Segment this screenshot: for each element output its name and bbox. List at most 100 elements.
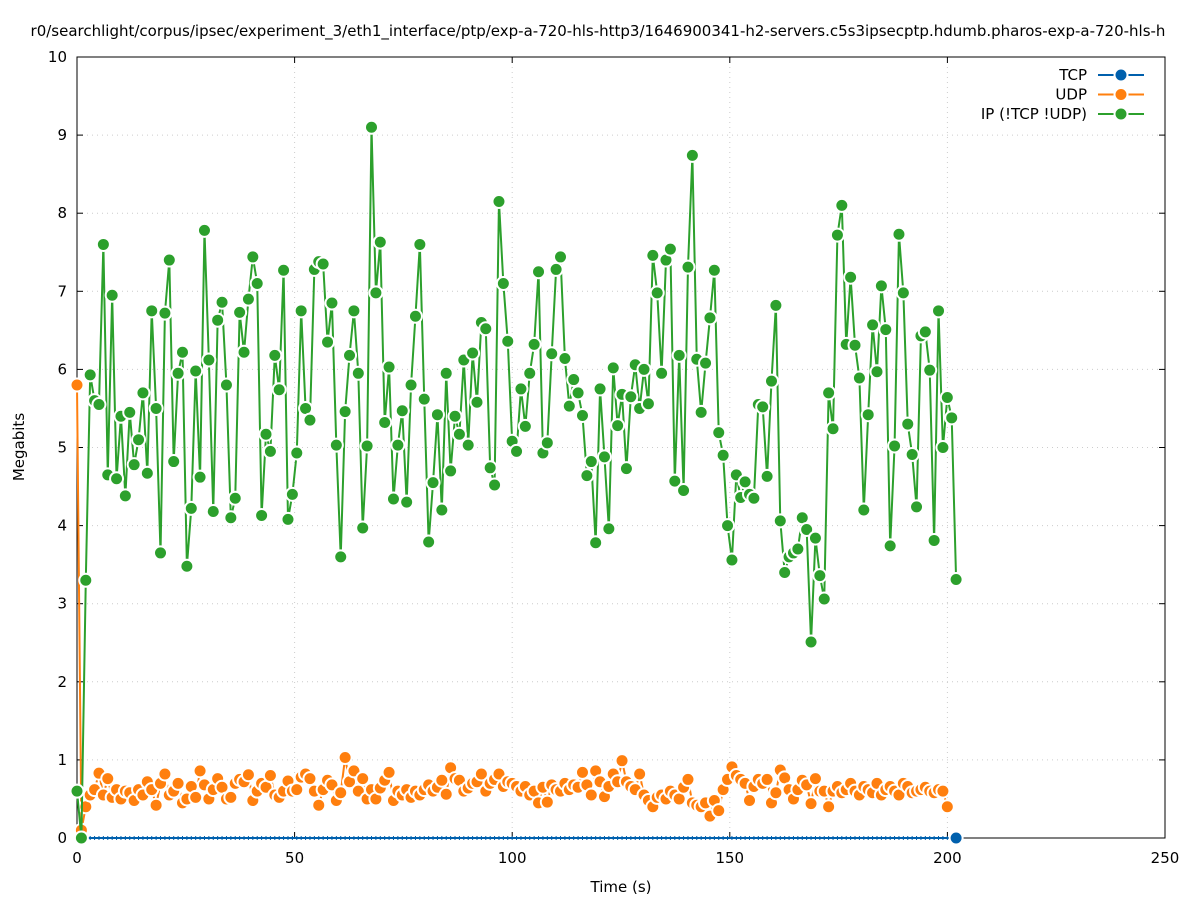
iptcpudp-point [711,425,727,441]
iptcpudp-point [807,530,823,546]
iptcpudp-point [544,346,560,362]
iptcpudp-point [904,447,920,463]
iptcpudp-point [618,461,634,477]
iptcpudp-point [377,415,393,431]
iptcpudp-point [416,391,432,407]
x-tick-label: 250 [1151,849,1180,867]
iptcpudp-point [777,564,793,580]
iptcpudp-point [69,783,85,799]
y-tick-label: 1 [57,751,67,769]
iptcpudp-point [372,234,388,250]
iptcpudp-point [706,262,722,278]
iptcpudp-point [847,337,863,353]
iptcpudp-point [772,513,788,529]
udp-point [583,787,599,803]
iptcpudp-point [451,426,467,442]
y-tick-label: 2 [57,673,67,691]
series-iptcpudp [69,119,964,846]
iptcpudp-point [517,418,533,434]
iptcpudp-point [636,361,652,377]
axis-ticks: 0 50 100 150 200 250 0 1 2 3 4 5 6 7 8 9 10 [48,48,1179,867]
iptcpudp-point [333,549,349,565]
iptcpudp-point [522,365,538,381]
iptcpudp-point [676,482,692,498]
udp-point [434,772,450,788]
iptcpudp-point [346,303,362,319]
iptcpudp-point [882,538,898,554]
iptcpudp-point [737,474,753,490]
udp-point [632,766,648,782]
iptcpudp-point [385,491,401,507]
iptcpudp-point [720,518,736,534]
iptcpudp-point [909,499,925,515]
iptcpudp-point [649,285,665,301]
iptcpudp-point [73,830,89,846]
iptcpudp-point [654,365,670,381]
series-layer [69,119,964,846]
iptcpudp-point [232,304,248,320]
udp-point [807,771,823,787]
iptcpudp-point [588,535,604,551]
iptcpudp-point [407,308,423,324]
udp-point [262,768,278,784]
y-tick-label: 8 [57,204,67,222]
legend-label-udp: UDP [1055,86,1087,104]
legend-label-tcp: TCP [1058,66,1087,84]
legend-marker-udp [1113,87,1129,102]
udp-point [337,750,353,766]
iptcpudp-point [900,416,916,432]
iptcpudp-point [258,426,274,442]
y-tick-label: 4 [57,517,67,535]
iptcpudp-point [715,447,731,463]
udp-point [100,771,116,787]
chart-title: r0/searchlight/corpus/ipsec/experiment_3… [31,22,1166,41]
udp-point [333,785,349,801]
y-tick-label: 9 [57,126,67,144]
iptcpudp-point [610,418,626,434]
udp-point [473,766,489,782]
iptcpudp-point [82,367,98,383]
iptcpudp-point [363,119,379,135]
iptcpudp-point [205,504,221,520]
iptcpudp-point [821,385,837,401]
x-tick-label: 200 [933,849,962,867]
iptcpudp-point [680,259,696,275]
iptcpudp-point [539,435,555,451]
iptcpudp-point [526,336,542,352]
legend-marker-tcp [1113,67,1129,83]
iptcpudp-point [790,541,806,557]
iptcpudp-point [684,147,700,163]
iptcpudp-point [315,256,331,272]
iptcpudp-point [491,193,507,209]
iptcpudp-point [148,400,164,416]
iptcpudp-point [623,389,639,405]
iptcpudp-point [596,449,612,465]
iptcpudp-point [891,226,907,242]
legend-marker-iptcpudp [1113,106,1129,122]
iptcpudp-point [293,303,309,319]
iptcpudp-point [201,352,217,368]
iptcpudp-point [122,404,138,420]
iptcpudp-point [166,454,182,470]
iptcpudp-point [399,494,415,510]
iptcpudp-point [640,396,656,412]
iptcpudp-point [390,437,406,453]
iptcpudp-point [153,545,169,561]
iptcpudp-point [702,310,718,326]
iptcpudp-point [161,252,177,268]
iptcpudp-point [403,377,419,393]
udp-point [438,786,454,802]
iptcpudp-point [566,372,582,388]
iptcpudp-point [443,463,459,479]
iptcpudp-point [895,285,911,301]
iptcpudp-point [271,382,287,398]
iptcpudp-point [570,385,586,401]
iptcpudp-point [104,287,120,303]
x-tick-label: 150 [715,849,744,867]
iptcpudp-point [109,471,125,487]
iptcpudp-point [302,412,318,428]
iptcpudp-point [412,236,428,252]
iptcpudp-point [939,390,955,406]
iptcpudp-point [948,571,964,587]
